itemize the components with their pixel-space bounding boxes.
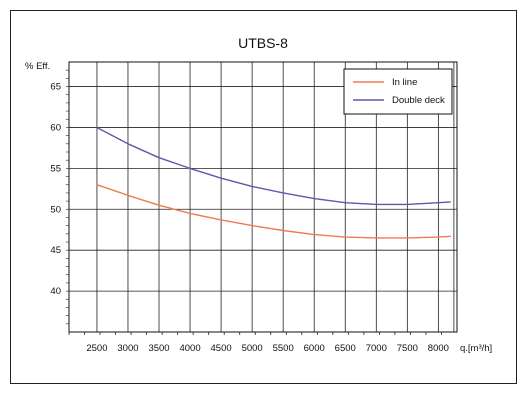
y-tick-label: 65 [50, 82, 61, 93]
x-tick-label: 3000 [117, 343, 138, 354]
legend-label: Double deck [392, 95, 445, 106]
chart-svg: UTBS-8 % Eff. q.[m³/h] 40 45 50 55 60 65 2500 3… [25, 35, 492, 354]
series-lines [96, 126, 451, 239]
x-tick-label: 7000 [366, 343, 387, 354]
x-tick-label: 8000 [428, 343, 449, 354]
x-tick-label: 7500 [397, 343, 418, 354]
x-tick-label: 3500 [148, 343, 169, 354]
y-tick-label: 40 [50, 286, 61, 297]
y-tick-label: 45 [50, 245, 61, 256]
plot-border [68, 61, 458, 333]
y-tick-label: 55 [50, 163, 61, 174]
x-tick-label: 4500 [211, 343, 232, 354]
x-tick-label: 4000 [179, 343, 200, 354]
series-line-double-deck [96, 126, 451, 206]
series-line-in-line [96, 184, 451, 239]
tick-labels: 40 45 50 55 60 65 2500 3000 3500 4000 4500 5000 5500… [50, 82, 449, 354]
legend: In line Double deck [343, 68, 453, 115]
x-axis-label: q.[m³/h] [460, 343, 492, 354]
y-axis-label: % Eff. [25, 61, 50, 72]
x-tick-label: 6000 [304, 343, 325, 354]
y-tick-label: 60 [50, 122, 61, 133]
x-tick-label: 2500 [86, 343, 107, 354]
x-tick-label: 5000 [242, 343, 263, 354]
chart-title: UTBS-8 [238, 35, 288, 51]
legend-label: In line [392, 77, 417, 88]
legend-box [343, 68, 453, 115]
x-tick-label: 6500 [335, 343, 356, 354]
y-tick-label: 50 [50, 204, 61, 215]
x-tick-label: 5500 [273, 343, 294, 354]
chart-frame: UTBS-8 % Eff. q.[m³/h] 40 45 50 55 60 65 2500 3… [10, 10, 517, 384]
